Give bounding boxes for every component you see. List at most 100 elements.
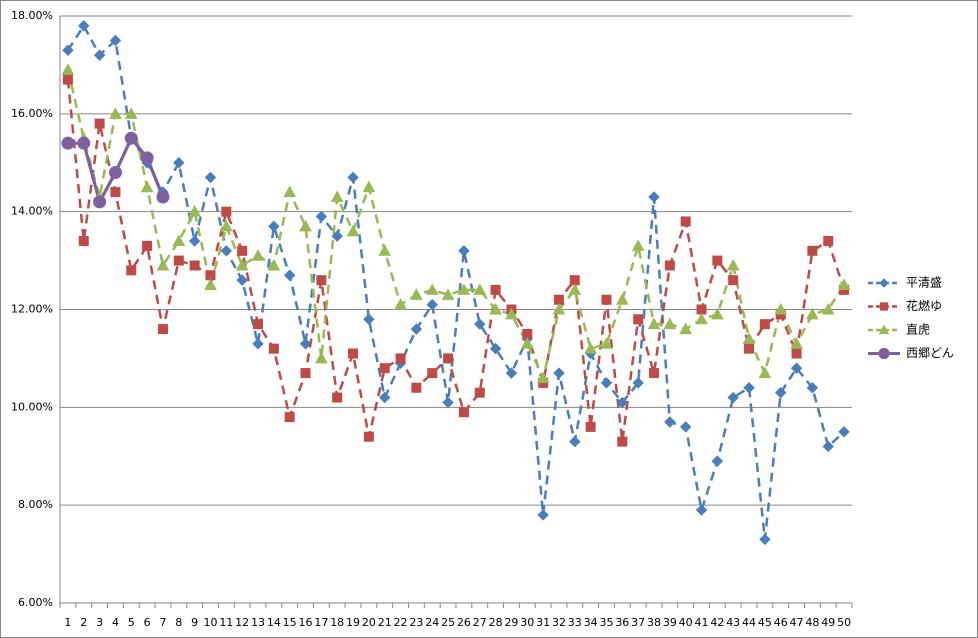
x-tick-label: 14 — [267, 616, 281, 629]
marker — [617, 436, 628, 447]
x-tick-label: 12 — [235, 616, 249, 629]
marker — [251, 249, 265, 261]
marker — [394, 298, 407, 310]
marker — [425, 283, 439, 295]
marker — [346, 224, 360, 237]
marker — [426, 298, 438, 311]
x-tick-label: 21 — [378, 616, 392, 629]
marker — [632, 377, 644, 389]
x-tick-label: 2 — [80, 616, 87, 629]
x-tick-label: 45 — [758, 616, 772, 629]
marker — [410, 323, 423, 335]
marker — [774, 302, 788, 315]
y-tick-label: 12.00% — [11, 303, 53, 316]
x-tick-label: 15 — [283, 616, 297, 629]
marker — [584, 342, 597, 354]
marker — [93, 195, 107, 209]
marker — [411, 382, 422, 393]
marker — [728, 275, 739, 286]
x-tick-label: 11 — [219, 616, 233, 629]
marker — [600, 337, 613, 349]
marker — [711, 455, 724, 467]
x-tick-label: 27 — [473, 616, 487, 629]
marker — [649, 368, 659, 379]
marker — [284, 412, 295, 423]
x-tick-label: 26 — [457, 616, 471, 629]
marker — [348, 348, 359, 359]
marker — [680, 216, 691, 227]
marker — [601, 294, 612, 305]
x-tick-label: 1 — [64, 616, 71, 629]
y-tick-label: 6.00% — [18, 596, 53, 609]
marker — [442, 396, 454, 409]
marker — [299, 219, 312, 232]
marker — [189, 260, 200, 271]
marker — [520, 337, 534, 349]
marker — [142, 240, 153, 251]
marker — [441, 288, 455, 300]
marker — [696, 304, 707, 315]
marker — [331, 230, 343, 242]
marker — [633, 314, 644, 325]
marker — [267, 258, 281, 271]
marker — [695, 504, 708, 516]
marker — [695, 312, 708, 325]
x-tick-label: 38 — [647, 616, 661, 629]
marker — [727, 391, 739, 404]
marker — [775, 386, 787, 399]
x-tick-label: 5 — [128, 616, 135, 629]
marker — [758, 366, 772, 379]
marker — [61, 63, 75, 75]
x-tick-label: 13 — [251, 616, 265, 629]
x-tick-label: 37 — [631, 616, 645, 629]
marker — [77, 136, 91, 150]
marker — [268, 220, 280, 233]
marker — [569, 435, 581, 448]
marker — [790, 362, 803, 374]
marker — [489, 342, 502, 355]
x-tick-label: 22 — [394, 616, 408, 629]
marker — [93, 49, 106, 61]
x-tick-label: 31 — [536, 616, 550, 629]
marker — [62, 44, 74, 56]
marker — [743, 382, 755, 394]
marker — [679, 421, 692, 433]
x-tick-label: 4 — [112, 616, 119, 629]
x-tick-label: 30 — [520, 616, 534, 629]
marker — [807, 245, 818, 256]
marker — [615, 293, 629, 305]
marker — [110, 187, 121, 198]
marker — [879, 278, 889, 288]
marker — [505, 367, 518, 379]
marker — [427, 368, 438, 379]
marker — [124, 107, 138, 119]
marker — [140, 180, 154, 193]
x-tick-label: 33 — [568, 616, 582, 629]
x-tick-label: 29 — [504, 616, 518, 629]
marker — [188, 235, 201, 247]
x-tick-label: 10 — [203, 616, 217, 629]
marker — [759, 319, 770, 330]
marker — [362, 180, 376, 193]
y-tick-label: 14.00% — [11, 205, 53, 218]
marker — [108, 166, 122, 180]
marker — [363, 431, 374, 442]
marker — [300, 368, 311, 379]
marker — [62, 74, 73, 85]
marker — [806, 307, 819, 320]
marker — [126, 265, 137, 276]
y-tick-label: 18.00% — [11, 9, 53, 22]
marker — [458, 407, 469, 418]
marker — [522, 328, 533, 339]
marker — [631, 239, 645, 251]
x-tick-label: 7 — [159, 616, 166, 629]
x-tick-label: 47 — [790, 616, 804, 629]
marker — [236, 274, 248, 286]
marker — [268, 343, 279, 354]
marker — [204, 171, 217, 184]
marker — [156, 190, 170, 204]
marker — [490, 284, 501, 295]
marker — [299, 338, 312, 350]
marker — [505, 307, 518, 320]
